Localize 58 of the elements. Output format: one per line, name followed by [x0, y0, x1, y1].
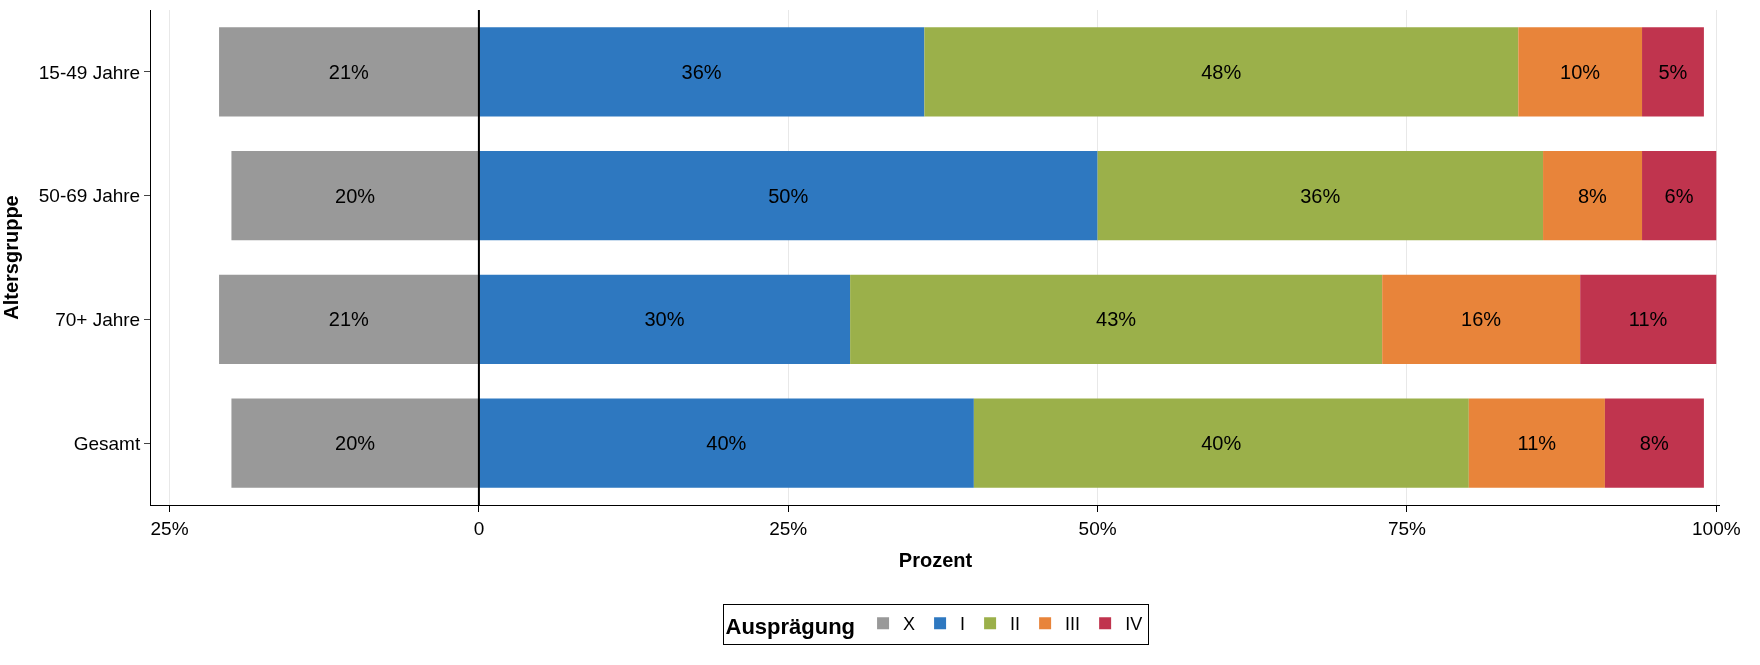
data-label: 5% — [1658, 60, 1688, 83]
data-label: 40% — [1201, 432, 1242, 455]
data-label: 6% — [1664, 184, 1694, 207]
x-tick-label: 25% — [150, 517, 189, 539]
bar — [478, 398, 974, 488]
data-label: 11% — [1628, 308, 1668, 331]
legend-label: IV — [1125, 614, 1143, 635]
bar — [1642, 27, 1704, 117]
bar — [478, 274, 851, 364]
bar — [1382, 274, 1581, 364]
y-tick-label: 15-49 Jahre — [38, 61, 141, 83]
bar — [219, 27, 479, 117]
data-label: 30% — [644, 308, 685, 331]
bar — [1580, 274, 1717, 364]
x-tick-label: 75% — [1387, 517, 1427, 539]
legend-label: I — [960, 614, 966, 635]
data-label: 8% — [1639, 432, 1669, 455]
data-label: 20% — [335, 184, 376, 207]
bar — [231, 151, 479, 241]
y-tick-label: 70+ Jahre — [55, 309, 141, 331]
bar — [850, 274, 1383, 364]
bar — [1604, 398, 1704, 488]
bar — [973, 398, 1469, 488]
y-tick-label: Gesamt — [73, 432, 141, 454]
bar — [219, 274, 479, 364]
bar — [1097, 151, 1544, 241]
data-label: 40% — [706, 432, 747, 455]
legend-label: X — [903, 614, 916, 635]
data-label: 48% — [1201, 60, 1242, 83]
data-label: 50% — [768, 184, 809, 207]
legend-label: II — [1010, 614, 1021, 635]
data-label: 21% — [328, 308, 370, 331]
bar — [478, 151, 1098, 241]
x-tick-label: 0 — [473, 517, 485, 539]
y-tick-label: 50-69 Jahre — [38, 185, 141, 207]
y-axis-title: Altersgruppe — [0, 195, 22, 320]
data-label: 8% — [1577, 184, 1608, 207]
data-label: 11% — [1517, 432, 1557, 455]
bar — [478, 27, 925, 117]
bar — [1543, 151, 1643, 241]
legend-title: Ausprägung — [725, 613, 856, 639]
bar — [1642, 151, 1717, 241]
bar — [924, 27, 1519, 117]
data-label: 16% — [1461, 308, 1502, 331]
data-label: 43% — [1096, 308, 1137, 331]
data-label: 20% — [335, 432, 376, 455]
bar — [1518, 27, 1643, 117]
x-tick-label: 25% — [769, 517, 808, 539]
data-label: 10% — [1560, 60, 1601, 83]
data-label: 21% — [328, 60, 370, 83]
data-label: 36% — [1300, 184, 1341, 207]
x-tick-label: 100% — [1691, 517, 1741, 539]
bar — [1468, 398, 1605, 488]
x-tick-label: 50% — [1078, 517, 1117, 539]
x-axis-title: Prozent — [898, 549, 973, 572]
data-label: 36% — [681, 60, 722, 83]
legend-label: III — [1065, 614, 1081, 635]
bar — [231, 398, 479, 488]
